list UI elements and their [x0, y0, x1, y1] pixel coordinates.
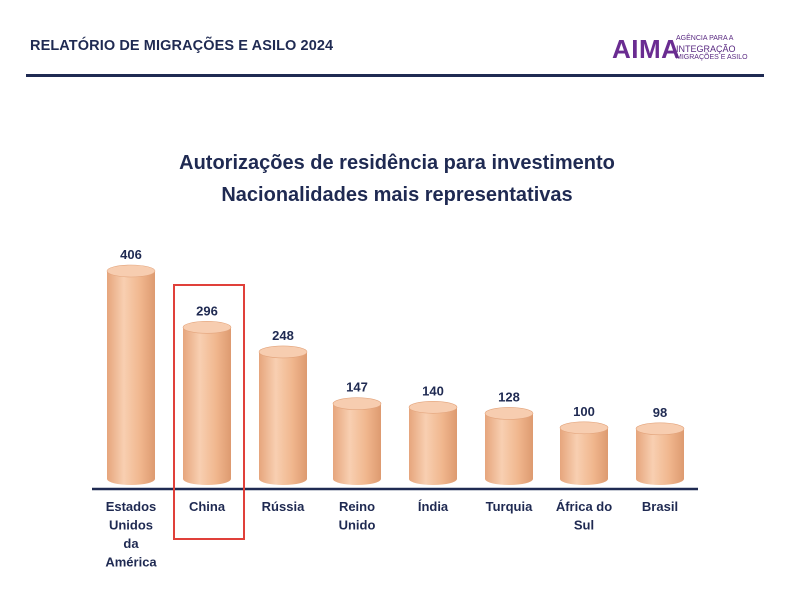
bar	[106, 264, 156, 485]
data-label: 296	[196, 303, 218, 318]
aima-logo: AIMA AGÊNCIA PARA A INTEGRAÇÃO MIGRAÇÕES…	[612, 32, 782, 72]
bar-top	[332, 397, 382, 410]
category-label: Índia	[418, 499, 449, 514]
data-label: 406	[120, 247, 142, 262]
bar	[635, 422, 685, 485]
category-label-line: Índia	[418, 499, 449, 514]
data-label: 100	[573, 404, 595, 419]
category-label-line: Unido	[339, 518, 376, 533]
data-label: 147	[346, 380, 368, 395]
logo-tagline-line3: MIGRAÇÕES E ASILO	[676, 53, 748, 61]
category-label-line: da	[123, 536, 139, 551]
bar-top	[106, 264, 156, 278]
bar-body	[409, 407, 457, 485]
bar-top	[258, 345, 308, 359]
bar	[408, 400, 458, 485]
bar-body	[636, 428, 684, 485]
category-label-line: Rússia	[262, 499, 305, 514]
category-label: Estados Unidos da América	[105, 499, 157, 570]
category-label: Turquia	[486, 499, 533, 514]
bar-body	[107, 271, 155, 485]
bar	[332, 397, 382, 485]
china-highlight-box	[173, 284, 245, 540]
bar	[484, 407, 534, 485]
data-label: 128	[498, 389, 520, 404]
bar-top	[559, 421, 609, 435]
category-label-line: África do	[556, 499, 612, 514]
category-label-line: Turquia	[486, 499, 533, 514]
data-label: 140	[422, 383, 444, 398]
data-label: 248	[272, 328, 294, 343]
chart-title-line1: Autorizações de residência para investim…	[179, 152, 615, 174]
category-label-line: Unidos	[109, 518, 153, 533]
category-labels-group: Estados Unidos da América China Rússia Reino Un…	[105, 499, 678, 570]
category-label-line: Reino	[339, 499, 375, 514]
category-label-line: Brasil	[642, 499, 678, 514]
category-label-line: Sul	[574, 518, 594, 533]
bar-top	[408, 400, 458, 414]
logo-tagline-line2: INTEGRAÇÃO	[676, 43, 736, 54]
bar-body	[259, 351, 307, 485]
bar-body	[485, 413, 533, 485]
category-label: África do Sul	[556, 499, 612, 533]
category-label: Rússia	[262, 499, 305, 514]
bar-top	[635, 422, 685, 436]
chart-title-line2: Nacionalidades mais representativas	[221, 184, 573, 206]
bar-top	[182, 321, 232, 334]
bar-body	[560, 427, 608, 485]
report-title: RELATÓRIO DE MIGRAÇÕES E ASILO 2024	[30, 38, 334, 54]
header-divider	[26, 74, 764, 77]
category-label: China	[189, 499, 226, 514]
bars-group: 406 296 248 147 140 128 100 98	[106, 247, 685, 485]
category-label-line: Estados	[106, 499, 157, 514]
category-label: Reino Unido	[339, 499, 376, 533]
category-label: Brasil	[642, 499, 678, 514]
logo-tagline-line1: AGÊNCIA PARA A	[676, 35, 734, 42]
bar-body	[183, 327, 231, 485]
data-label: 98	[653, 405, 667, 420]
category-label-line: América	[105, 555, 157, 570]
bar	[182, 321, 232, 485]
bar	[258, 345, 308, 485]
bar-top	[484, 407, 534, 420]
category-label-line: China	[189, 499, 226, 514]
logo-wordmark: AIMA	[612, 34, 681, 64]
bar-body	[333, 403, 381, 485]
bar	[559, 421, 609, 485]
logo-tagline: AGÊNCIA PARA A INTEGRAÇÃO MIGRAÇÕES E AS…	[676, 35, 776, 62]
